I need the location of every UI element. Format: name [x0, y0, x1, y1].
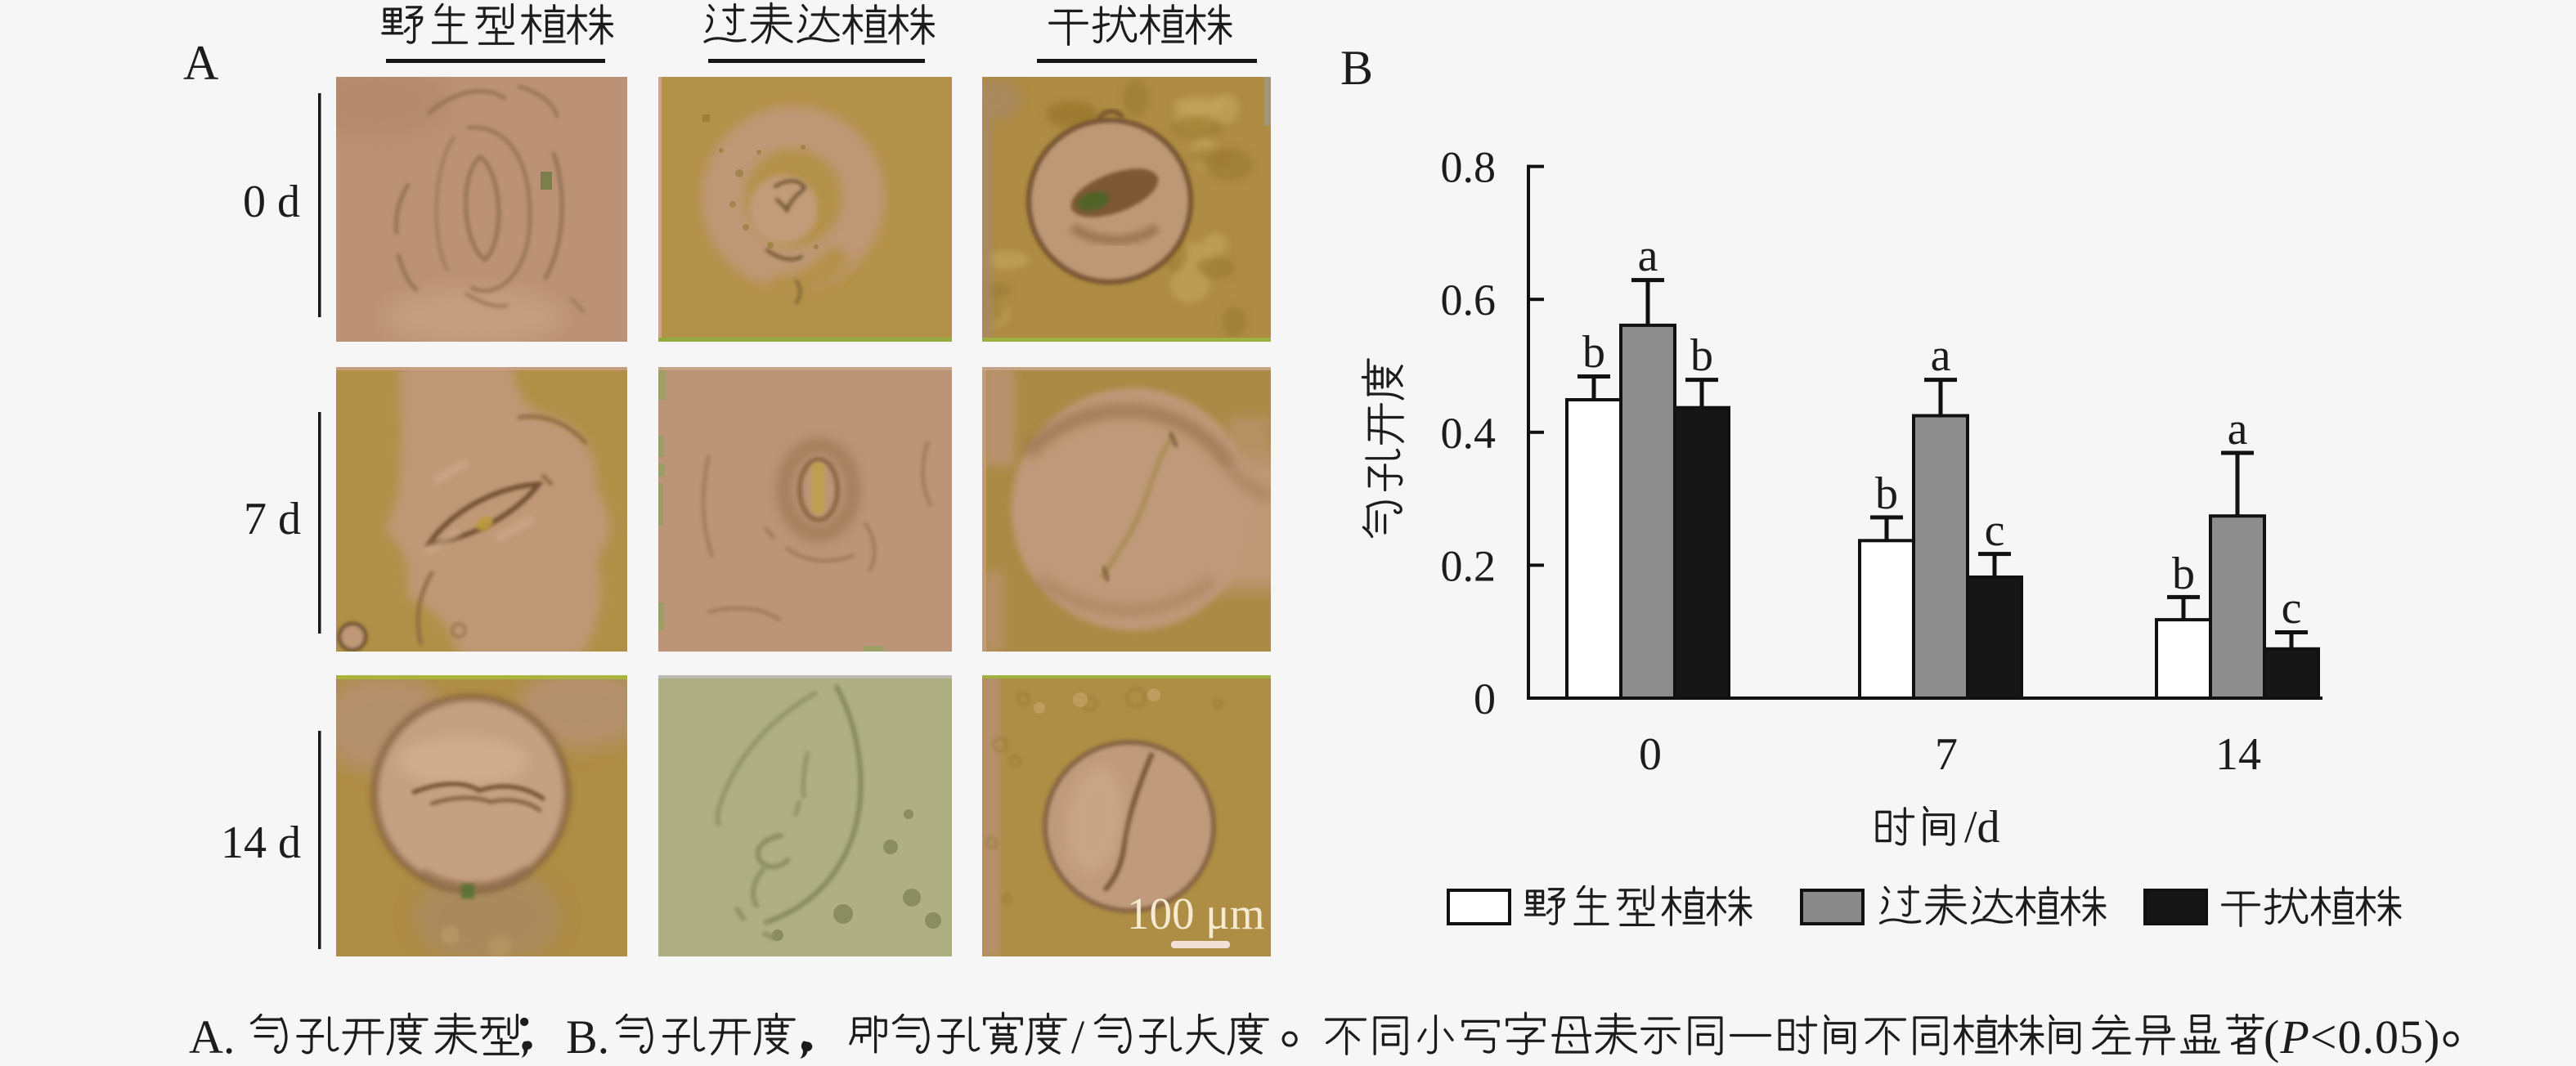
svg-text:b: b — [1582, 327, 1605, 378]
svg-text:100 μm: 100 μm — [1127, 889, 1265, 938]
svg-text:0.4: 0.4 — [1441, 409, 1497, 458]
svg-text:0 d: 0 d — [243, 177, 300, 227]
svg-text:b: b — [1690, 330, 1713, 381]
svg-text:7: 7 — [1935, 729, 1958, 780]
svg-text:b: b — [1875, 468, 1898, 519]
svg-text:a: a — [2228, 404, 2248, 455]
svg-text:c: c — [1985, 505, 2005, 556]
svg-text:a: a — [1638, 231, 1658, 281]
svg-text:/d: /d — [1964, 802, 2000, 853]
svg-text:7 d: 7 d — [244, 494, 301, 544]
svg-text:B.: B. — [566, 1010, 609, 1064]
svg-text:0.8: 0.8 — [1441, 143, 1497, 192]
svg-text:c: c — [2282, 583, 2302, 634]
svg-text:a: a — [1931, 330, 1951, 381]
svg-text:/: / — [1071, 1010, 1085, 1064]
svg-text:0.6: 0.6 — [1441, 275, 1497, 325]
svg-text:14 d: 14 d — [221, 817, 301, 868]
svg-text:A: A — [183, 36, 218, 90]
svg-text:0: 0 — [1639, 729, 1662, 780]
svg-text:14: 14 — [2215, 729, 2261, 780]
svg-text:(P<0.05): (P<0.05) — [2264, 1010, 2440, 1064]
svg-text:0.2: 0.2 — [1441, 541, 1497, 590]
svg-text:0: 0 — [1474, 674, 1496, 723]
svg-text:b: b — [2172, 549, 2195, 599]
svg-text:B: B — [1340, 41, 1373, 95]
svg-text:A.: A. — [189, 1010, 235, 1064]
